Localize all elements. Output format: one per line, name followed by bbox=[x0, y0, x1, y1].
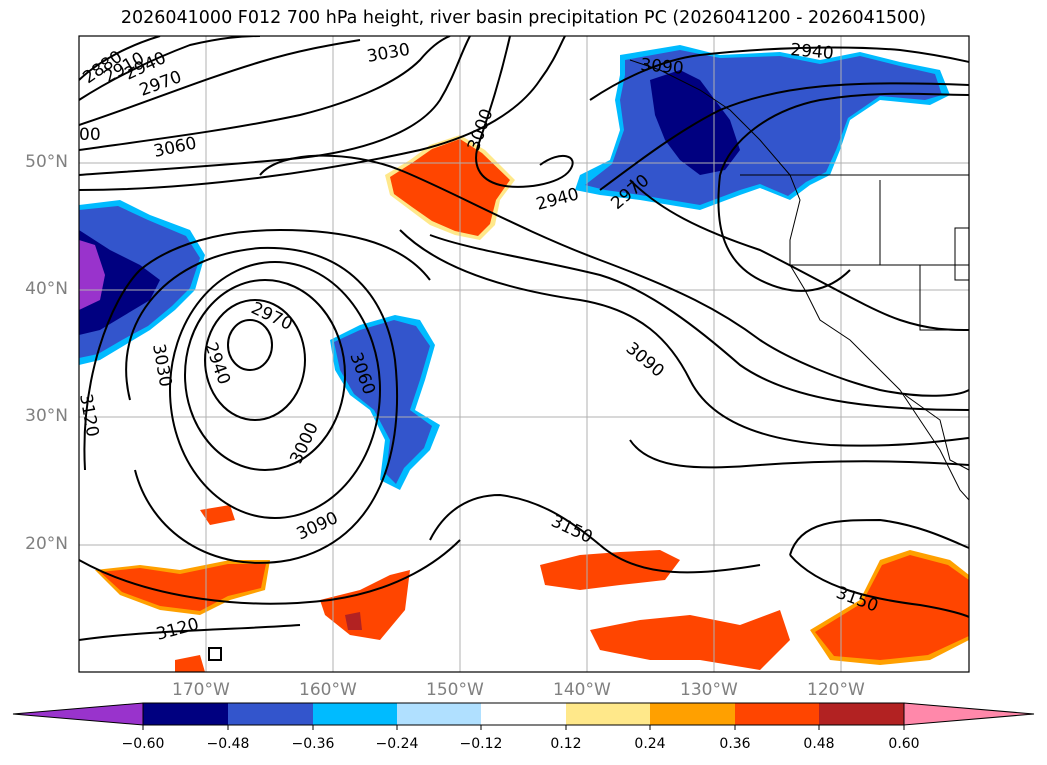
lon-label: 150°W bbox=[426, 680, 484, 700]
colorbar-tick-label: −0.48 bbox=[206, 736, 250, 752]
positive-precip-field bbox=[95, 135, 969, 672]
colorbar-segment bbox=[397, 703, 481, 725]
contour-label: 2940 bbox=[790, 40, 835, 64]
contour-label: 00 bbox=[79, 125, 101, 145]
colorbar-tick-label: −0.24 bbox=[375, 736, 419, 752]
colorbar-tick-label: 0.24 bbox=[634, 736, 666, 752]
lat-label: 40°N bbox=[25, 279, 68, 299]
contour-label: 3120 bbox=[75, 392, 102, 438]
lon-label: 130°W bbox=[680, 680, 738, 700]
colorbar-segment bbox=[313, 703, 397, 725]
colorbar-tick-label: 0.36 bbox=[719, 736, 751, 752]
map-frame bbox=[78, 35, 970, 673]
lat-label: 30°N bbox=[25, 406, 68, 426]
lon-label: 140°W bbox=[553, 680, 611, 700]
colorbar-segment bbox=[735, 703, 819, 725]
lon-label: 160°W bbox=[299, 680, 357, 700]
colorbar-max-extend bbox=[903, 702, 1035, 726]
colorbar bbox=[12, 702, 1035, 730]
height-contours bbox=[79, 36, 969, 661]
colorbar-segment bbox=[819, 703, 904, 725]
colorbar-segment bbox=[481, 703, 566, 725]
lat-label: 50°N bbox=[25, 152, 68, 172]
lon-label: 170°W bbox=[172, 680, 230, 700]
colorbar-segment bbox=[650, 703, 735, 725]
lat-label: 20°N bbox=[25, 534, 68, 554]
colorbar-tick-label: 0.12 bbox=[550, 736, 582, 752]
map-body: 2880 2910 2940 2970 3030 3060 00 3000 29… bbox=[75, 36, 969, 672]
colorbar-tick-label: −0.12 bbox=[459, 736, 503, 752]
colorbar-tick-label: 0.60 bbox=[888, 736, 920, 752]
colorbar-min-extend bbox=[12, 702, 144, 726]
colorbar-tick-label: −0.60 bbox=[121, 736, 165, 752]
map-title: 2026041000 F012 700 hPa height, river ba… bbox=[120, 8, 927, 28]
colorbar-segment bbox=[143, 703, 228, 725]
colorbar-segment bbox=[228, 703, 313, 725]
colorbar-tick-label: 0.48 bbox=[803, 736, 835, 752]
contour-label: 3090 bbox=[640, 55, 685, 79]
colorbar-tick-label: −0.36 bbox=[291, 736, 335, 752]
lon-label: 120°W bbox=[807, 680, 865, 700]
colorbar-segment bbox=[566, 703, 650, 725]
